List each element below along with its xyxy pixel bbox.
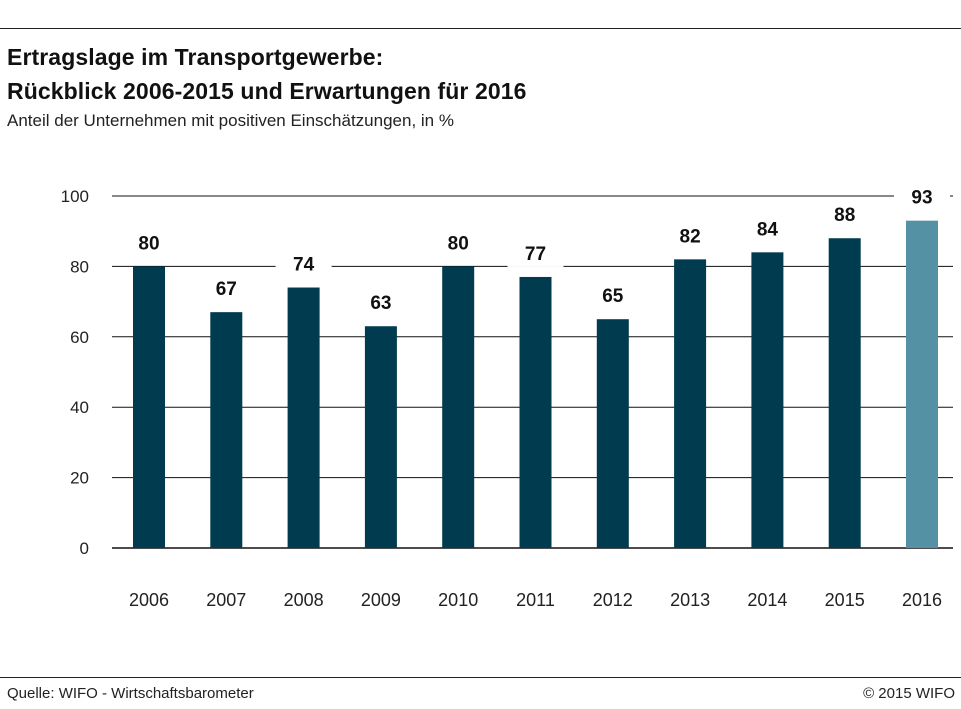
bottom-rule xyxy=(0,677,961,678)
x-tick-label: 2008 xyxy=(284,590,324,610)
data-label-background xyxy=(507,242,564,267)
data-label-2016: 93 xyxy=(911,188,932,209)
data-label-2010: 80 xyxy=(448,233,469,254)
x-tick-label: 2009 xyxy=(361,590,401,610)
data-label-background xyxy=(430,232,487,257)
y-tick-label: 80 xyxy=(70,257,89,276)
bar-2013 xyxy=(674,259,707,548)
bar-2010 xyxy=(442,266,475,548)
bar-2014 xyxy=(751,252,784,548)
y-tick-label: 60 xyxy=(70,328,89,347)
data-label-2008: 74 xyxy=(293,255,315,276)
data-label-background xyxy=(198,278,255,303)
bars xyxy=(133,220,938,549)
bar-chart: 0 20 40 60 80 100 80 67 74 63 80 77 65 82 84 88 93 2006… xyxy=(61,186,953,610)
y-tick-label: 100 xyxy=(61,187,89,206)
data-label-2013: 82 xyxy=(680,226,701,247)
data-label-2011: 77 xyxy=(525,244,546,265)
x-axis-ticks: 2006 2007 2008 2009 2010 2011 2012 2013 2014 2015… xyxy=(129,590,942,610)
bar-2016 xyxy=(906,220,938,548)
y-axis-ticks: 0 20 40 60 80 100 xyxy=(61,187,89,558)
bar-2008 xyxy=(287,287,320,548)
data-label-background xyxy=(584,285,641,310)
chart-subtitle: Anteil der Unternehmen mit positiven Ein… xyxy=(7,111,454,130)
data-label-background xyxy=(894,186,950,211)
data-label-2006: 80 xyxy=(138,233,159,254)
y-tick-label: 40 xyxy=(70,398,89,417)
data-label-background xyxy=(352,292,409,317)
bar-2015 xyxy=(828,238,861,549)
bar-2006 xyxy=(133,266,165,548)
x-tick-label: 2011 xyxy=(516,590,555,610)
x-tick-label: 2006 xyxy=(129,590,169,610)
data-label-2015: 88 xyxy=(834,205,855,226)
data-label-2009: 63 xyxy=(370,293,391,314)
data-label-2007: 67 xyxy=(216,279,237,300)
x-tick-label: 2013 xyxy=(670,590,710,610)
x-tick-label: 2007 xyxy=(206,590,246,610)
bar-2009 xyxy=(364,326,397,548)
title-line-1: Ertragslage im Transportgewerbe: xyxy=(7,44,384,70)
x-tick-label: 2016 xyxy=(902,590,942,610)
top-rule xyxy=(0,28,961,29)
title-line-2: Rückblick 2006-2015 und Erwartungen für … xyxy=(7,78,527,104)
x-tick-label: 2012 xyxy=(593,590,633,610)
bar-2007 xyxy=(210,312,243,548)
data-label-background xyxy=(275,253,332,278)
data-label-background xyxy=(739,218,796,243)
bar-2012 xyxy=(596,319,629,548)
data-label-2014: 84 xyxy=(757,219,779,240)
source-note: Quelle: WIFO - Wirtschaftsbarometer xyxy=(7,685,254,702)
data-label-background xyxy=(816,204,873,229)
x-tick-label: 2010 xyxy=(438,590,478,610)
data-labels: 80 67 74 63 80 77 65 82 84 88 93 xyxy=(121,186,950,317)
x-tick-label: 2014 xyxy=(747,590,787,610)
data-label-2012: 65 xyxy=(602,286,624,307)
chart-title: Ertragslage im Transportgewerbe: Rückbli… xyxy=(7,40,527,108)
y-tick-label: 20 xyxy=(70,469,89,488)
data-label-background xyxy=(121,232,177,257)
data-label-background xyxy=(662,225,719,250)
x-tick-label: 2015 xyxy=(825,590,865,610)
y-tick-label: 0 xyxy=(80,539,89,558)
copyright-note: © 2015 WIFO xyxy=(863,685,955,702)
bar-2011 xyxy=(519,276,552,548)
